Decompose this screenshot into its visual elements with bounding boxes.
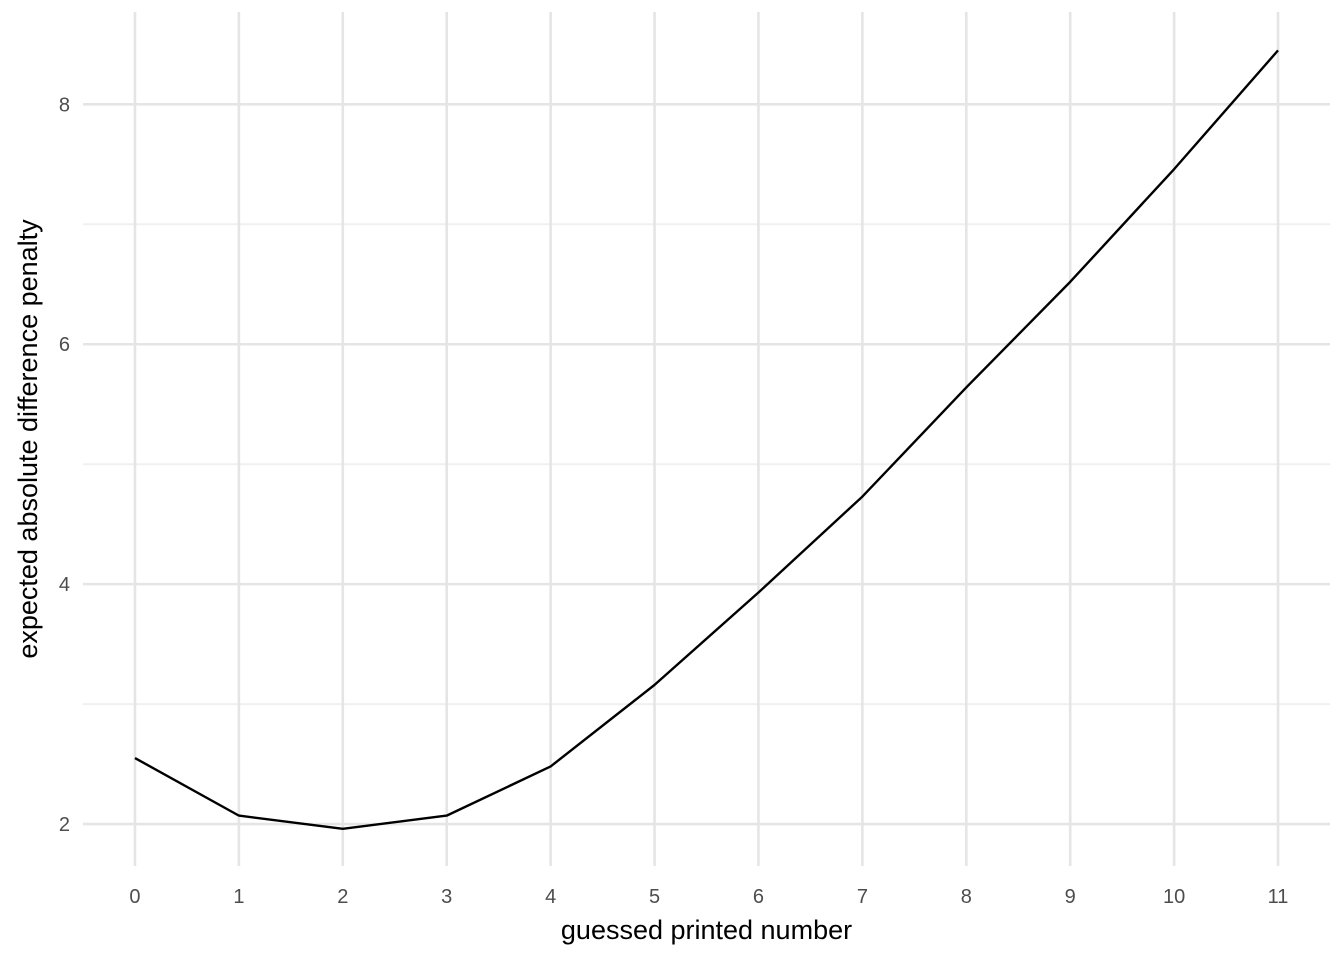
minor-gridlines [83,223,1330,706]
x-tick-label: 9 [1065,886,1076,908]
y-axis-tick-labels: 2 4 6 8 [59,94,70,836]
x-tick-label: 8 [961,886,972,908]
series-line [134,49,1279,831]
x-tick-label: 3 [441,886,452,908]
y-tick-label: 2 [59,814,70,836]
x-tick-label: 6 [753,886,764,908]
x-tick-label: 1 [233,886,244,908]
x-axis-tick-labels: 0 1 2 3 4 5 6 7 8 9 10 11 [129,886,1288,908]
y-tick-label: 8 [59,94,70,116]
x-tick-label: 11 [1268,886,1289,908]
x-tick-label: 2 [337,886,348,908]
x-tick-label: 10 [1163,886,1185,908]
y-tick-label: 4 [59,574,70,596]
series-layer [134,49,1279,831]
y-axis-title: expected absolute difference penalty [13,219,43,659]
x-tick-label: 4 [545,886,556,908]
y-tick-label: 6 [59,334,70,356]
x-tick-label: 0 [129,886,140,908]
x-tick-label: 5 [649,886,660,908]
x-axis-title: guessed printed number [561,915,852,945]
x-tick-label: 7 [857,886,868,908]
major-gridlines [83,12,1330,866]
